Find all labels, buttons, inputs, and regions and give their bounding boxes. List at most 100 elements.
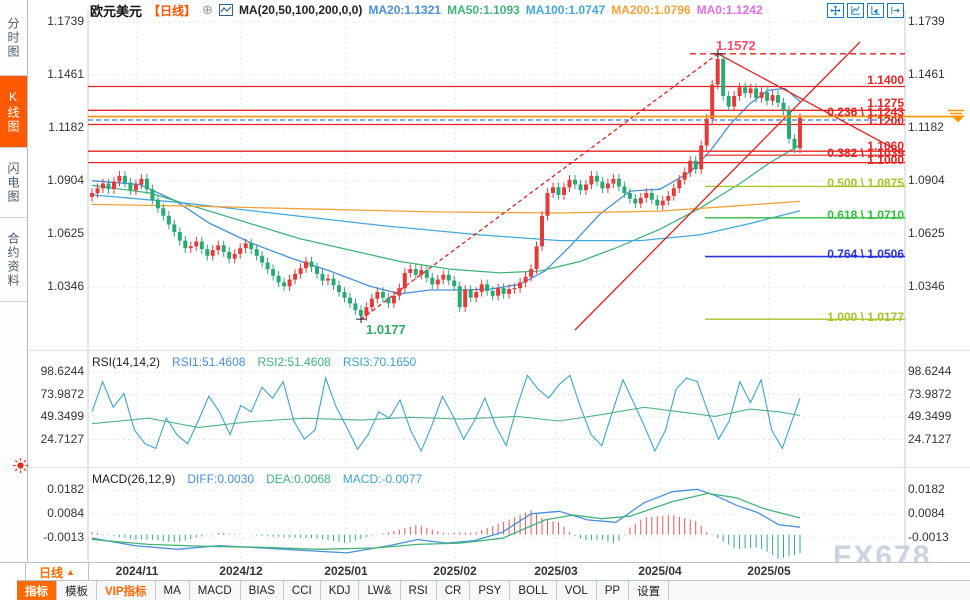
macd-value: MACD:-0.0077 xyxy=(342,472,423,486)
y-axis-scale-icon[interactable] xyxy=(847,3,864,18)
toolbar-button[interactable]: MA xyxy=(156,581,190,600)
macd-axis-label: 0.0084 xyxy=(908,506,945,520)
rsi-value: RSI3:70.1650 xyxy=(342,355,417,369)
hot-indicator-icon[interactable] xyxy=(12,457,29,479)
rsi-value: RSI2:51.4608 xyxy=(257,355,331,369)
header-tool-icons xyxy=(827,3,904,18)
toolbar-button[interactable]: VOL xyxy=(557,581,597,600)
rsi-header: RSI(14,14,2) RSI1:51.4608 RSI2:51.4608 RSI… xyxy=(92,355,416,369)
price-axis-label: 1.1739 xyxy=(908,14,945,28)
price-axis-label: 1.0346 xyxy=(908,279,945,293)
toolbar-button[interactable]: 模板 xyxy=(57,581,97,600)
symbol-name: 欧元美元 xyxy=(90,3,143,19)
period-label[interactable]: 【日线】 xyxy=(148,3,197,18)
date-tick-label: 2025/05 xyxy=(747,564,791,578)
toolbar-button[interactable]: KDJ xyxy=(321,581,360,600)
toolbar-button[interactable]: LW& xyxy=(359,581,401,600)
level-label: 0.500 \ 1.0875 xyxy=(827,176,904,190)
price-axis-label: 1.1182 xyxy=(908,120,944,134)
sidebar-item[interactable]: 分时图 xyxy=(0,0,27,76)
macd-axis-label: -0.0013 xyxy=(908,530,949,544)
level-label: 0.382 \ 1.1039 xyxy=(827,146,904,160)
indicator-toolbar: 指标 模板 VIP指标 MA MACD BIAS CCI KDJ LW& RSI CR PSY BOLL… xyxy=(17,580,970,600)
time-axis: 日线 ▲ 2024/11 2024/12 2025/01 2025/02 2025/03… xyxy=(0,562,970,581)
rsi-axis-label: 73.9872 xyxy=(908,387,952,401)
ma-formula[interactable]: MA(20,50,100,200,0,0) xyxy=(238,3,363,17)
rsi-axis-label: 24.7127 xyxy=(908,432,952,446)
price-axis-label: 1.1739 xyxy=(47,14,84,28)
macd-value: DIFF:0.0030 xyxy=(187,472,255,486)
rsi-value: RSI1:51.4608 xyxy=(172,355,246,369)
toolbar-button[interactable]: VIP指标 xyxy=(97,581,156,600)
macd-formula[interactable]: MACD(26,12,9) xyxy=(92,472,176,486)
chevron-up-icon: ▲ xyxy=(66,567,75,577)
toolbar-button[interactable]: 设置 xyxy=(629,581,670,600)
toolbar-button[interactable]: CCI xyxy=(284,581,321,600)
toolbar-button[interactable]: PP xyxy=(597,581,630,600)
ma-value: MA0:1.1242 xyxy=(696,3,763,17)
pan-crosshair-icon[interactable] xyxy=(827,3,844,18)
price-axis-label: 1.0625 xyxy=(47,226,84,240)
level-label: 0.764 \ 1.0506 xyxy=(827,247,904,261)
level-label: 1.1275 xyxy=(867,96,904,110)
exit-right-icon[interactable] xyxy=(887,3,904,18)
rsi-axis-label: 49.3499 xyxy=(908,409,952,423)
toolbar-button[interactable]: MACD xyxy=(190,581,241,600)
ma-value: MA200:1.0796 xyxy=(611,3,691,17)
level-label: 1.1000 xyxy=(867,153,904,167)
price-axis-label: 1.0346 xyxy=(47,279,84,293)
x-axis-scale-icon[interactable] xyxy=(867,3,884,18)
rsi-axis-label: 24.7127 xyxy=(40,432,84,446)
level-label: 0.618 \ 1.0710 xyxy=(827,208,904,222)
price-axis-label: 1.0904 xyxy=(47,173,84,187)
price-axis-label: 1.0625 xyxy=(908,226,945,240)
add-overlay-icon[interactable]: ⊕ xyxy=(202,2,213,17)
date-tick-label: 2025/04 xyxy=(638,564,682,578)
toolbar-button[interactable]: RSI xyxy=(401,581,437,600)
date-tick-label: 2025/03 xyxy=(534,564,578,578)
price-axis-label: 1.0904 xyxy=(908,173,945,187)
sidebar-item[interactable]: 闪电图 xyxy=(0,148,27,218)
level-label: 1.1200 xyxy=(867,114,904,128)
toolbar-button[interactable]: CR xyxy=(437,581,471,600)
macd-axis-label: 0.0182 xyxy=(47,482,84,496)
toolbar-button[interactable]: BOLL xyxy=(510,581,557,600)
rsi-axis-label: 98.6244 xyxy=(908,364,952,378)
macd-header: MACD(26,12,9) DIFF:0.0030 DEA:0.0068 MACD:… xyxy=(92,472,422,486)
macd-value: DEA:0.0068 xyxy=(266,472,331,486)
rsi-formula[interactable]: RSI(14,14,2) xyxy=(92,355,161,369)
toolbar-button[interactable]: 指标 xyxy=(17,581,57,600)
level-label: 1.000 \ 1.0177 xyxy=(827,310,904,324)
sidebar-item[interactable]: 合约资料 xyxy=(0,218,27,302)
price-annotation: 1.1572 xyxy=(716,38,756,53)
macd-axis-label: 0.0084 xyxy=(47,506,84,520)
date-tick-label: 2024/12 xyxy=(219,564,263,578)
price-axis-label: 1.1461 xyxy=(908,67,945,81)
price-annotation: 1.0177 xyxy=(366,322,406,337)
ma-value: MA100:1.0747 xyxy=(525,3,606,17)
rsi-axis-label: 98.6244 xyxy=(40,364,84,378)
sidebar: 分时图 K线图 闪电图 合约资料 xyxy=(0,0,28,562)
date-tick-label: 2025/02 xyxy=(433,564,477,578)
date-tick-label: 2025/01 xyxy=(324,564,368,578)
toolbar-button[interactable]: BIAS xyxy=(241,581,284,600)
macd-axis-label: 0.0182 xyxy=(908,482,945,496)
date-tick-label: 2024/11 xyxy=(115,564,159,578)
ma-chart-icon xyxy=(218,4,233,16)
macd-axis-label: -0.0013 xyxy=(43,530,84,544)
period-selector-button[interactable]: 日线 ▲ xyxy=(25,563,89,581)
level-label: 0.236 \ 1.1243 xyxy=(827,105,904,119)
sidebar-item[interactable]: K线图 xyxy=(0,76,27,148)
price-axis-label: 1.1461 xyxy=(47,67,84,81)
ma-value: MA50:1.1093 xyxy=(447,3,520,17)
level-label: 1.1060 xyxy=(867,139,904,153)
rsi-axis-label: 73.9872 xyxy=(40,387,84,401)
chart-header: 欧元美元 【日线】 ⊕ MA(20,50,100,200,0,0) MA20:1… xyxy=(90,2,763,19)
period-selector-label: 日线 xyxy=(39,565,64,580)
toolbar-button[interactable]: PSY xyxy=(470,581,511,600)
rsi-axis-label: 49.3499 xyxy=(40,409,84,423)
price-axis-label: 1.1182 xyxy=(48,120,84,134)
toolbar-filler xyxy=(669,581,970,600)
